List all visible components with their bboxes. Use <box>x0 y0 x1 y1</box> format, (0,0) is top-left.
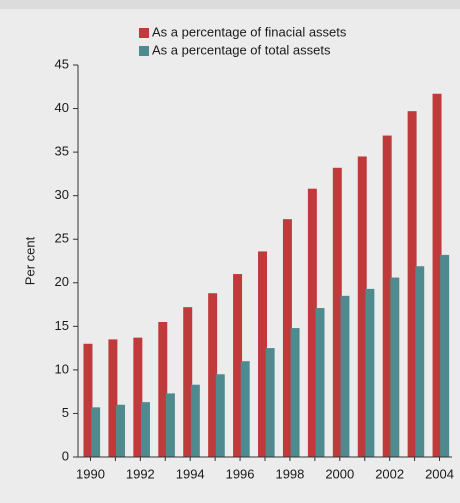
bar <box>440 254 450 457</box>
y-tick-label: 45 <box>55 56 69 71</box>
bar <box>140 402 150 457</box>
bar <box>332 167 342 457</box>
legend-swatch <box>139 28 149 38</box>
y-tick-label: 5 <box>62 405 69 420</box>
top-band <box>0 0 460 9</box>
x-tick-label: 1996 <box>226 466 255 481</box>
bar <box>240 361 250 457</box>
bar <box>390 277 400 457</box>
y-tick-label: 30 <box>55 187 69 202</box>
bar <box>133 337 143 457</box>
bar <box>190 384 200 457</box>
bar <box>165 393 175 457</box>
bar <box>357 156 367 457</box>
bar <box>258 251 267 457</box>
y-tick-label: 15 <box>55 318 69 333</box>
bar <box>108 339 118 457</box>
bar <box>215 374 225 457</box>
bar <box>315 308 325 457</box>
y-axis-label: Per cent <box>22 236 37 285</box>
legend-label: As a percentage of total assets <box>152 42 331 57</box>
bar <box>407 111 417 458</box>
bar <box>83 343 93 457</box>
y-tick-label: 40 <box>55 100 69 115</box>
bar <box>282 219 292 457</box>
bar <box>382 135 392 457</box>
y-tick-label: 0 <box>62 448 69 463</box>
x-tick-label: 1998 <box>275 466 304 481</box>
x-tick-label: 2002 <box>375 466 404 481</box>
bar <box>233 274 243 457</box>
bar <box>265 348 275 457</box>
y-tick-label: 25 <box>55 231 69 246</box>
bar <box>91 407 101 457</box>
bar <box>340 295 350 457</box>
y-tick-label: 20 <box>55 274 69 289</box>
bar <box>307 188 317 457</box>
bar <box>290 328 300 457</box>
y-tick-label: 10 <box>55 361 69 376</box>
x-tick-label: 2004 <box>425 466 454 481</box>
bar <box>158 321 168 457</box>
bar <box>365 288 375 457</box>
legend-label: As a percentage of finacial assets <box>152 24 347 39</box>
bar <box>415 266 425 457</box>
x-tick-label: 1994 <box>176 466 205 481</box>
x-tick-label: 1992 <box>126 466 155 481</box>
bar <box>208 293 218 457</box>
bar <box>116 404 126 457</box>
legend-swatch <box>139 46 149 56</box>
y-tick-label: 35 <box>55 144 69 159</box>
bar <box>183 307 193 457</box>
x-tick-label: 1990 <box>76 466 105 481</box>
x-tick-label: 2000 <box>325 466 354 481</box>
bar <box>432 93 442 457</box>
